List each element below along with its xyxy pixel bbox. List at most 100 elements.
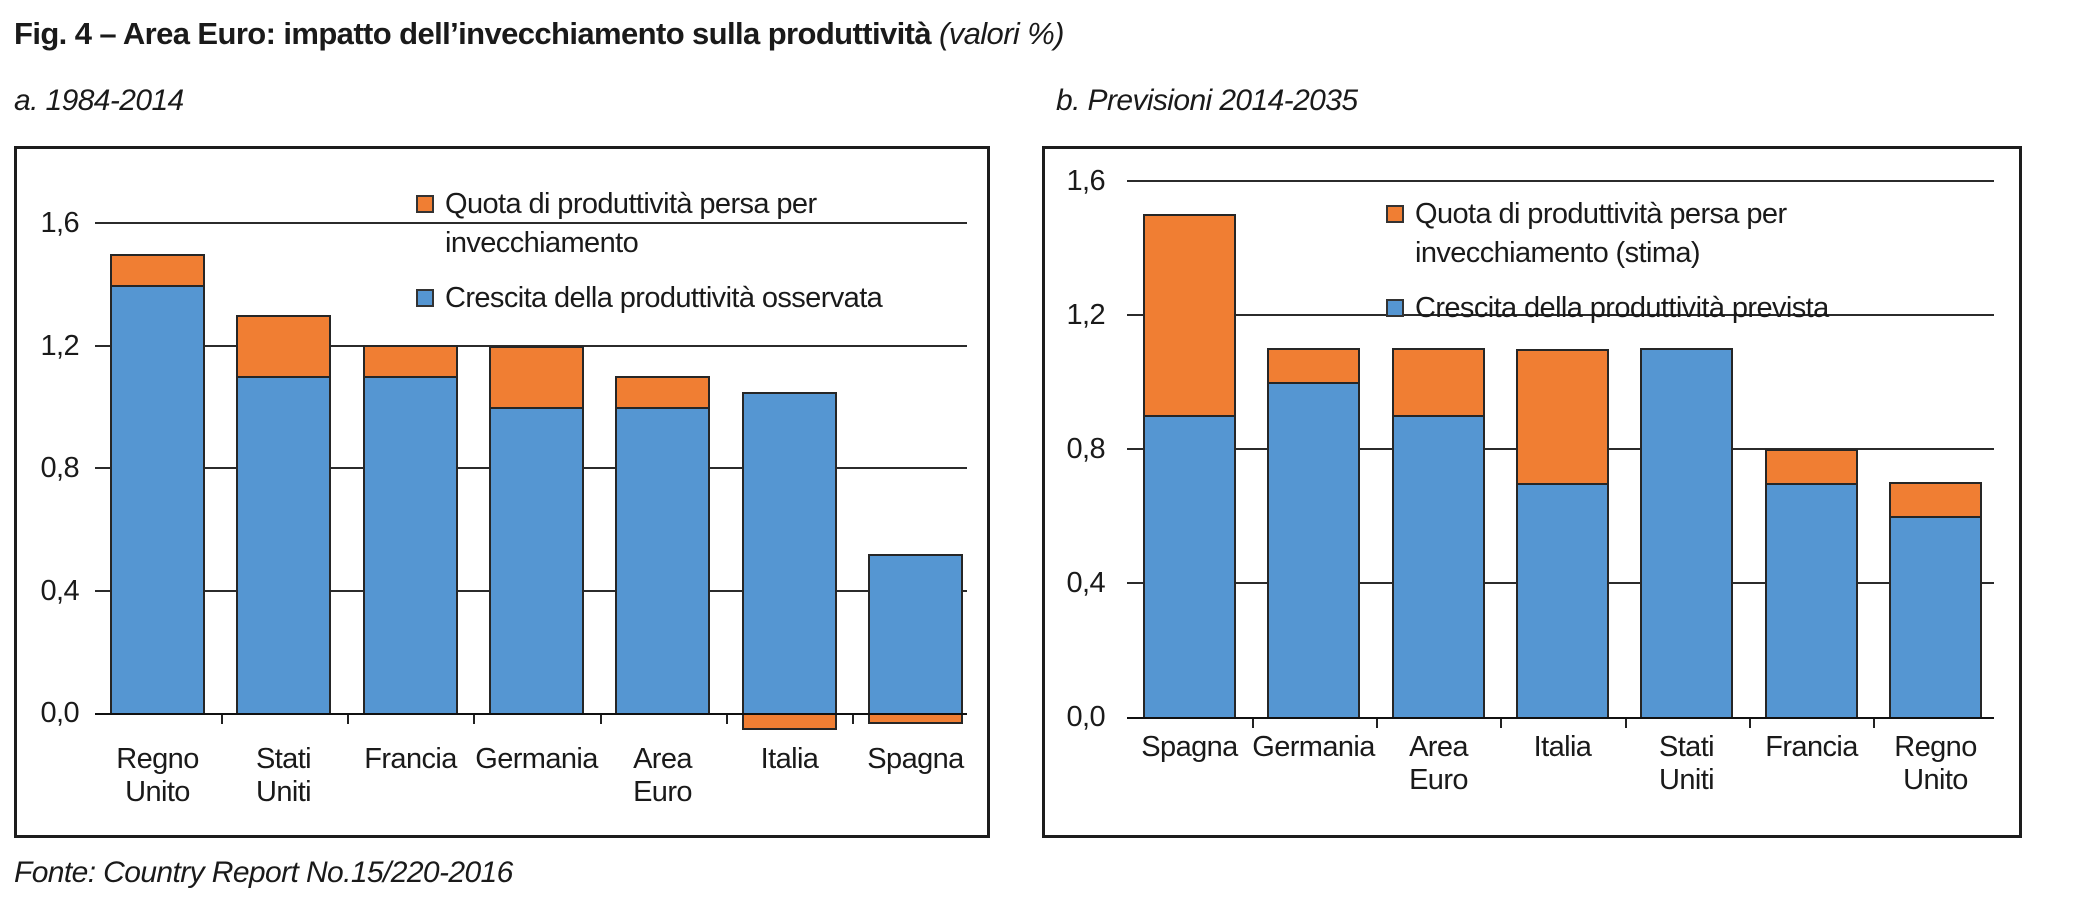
bar-area-euro-delta [615,376,710,409]
x-axis-tick [1625,719,1627,728]
bar-francia-delta [1765,449,1858,485]
x-axis-tick [726,715,728,724]
bar-italia-delta-negative [742,713,837,730]
category-label-francia: Francia [321,743,501,776]
figure-title-units: (valori %) [930,16,1065,51]
bar-francia-delta [363,345,458,378]
y-axis-tick-label: 0,0 [1066,701,1105,733]
category-label-spagna: Spagna [1100,731,1280,764]
legend-swatch-orange-icon [416,195,434,213]
category-label-line: Uniti [255,776,312,808]
category-label-line: Uniti [1658,764,1715,796]
legend-label-line: invecchiamento (stima) [1415,237,1701,269]
category-label-italia: Italia [1473,731,1653,764]
gridline-1,6 [1127,180,1994,182]
bar-spagna-base [1143,415,1236,719]
legend-swatch-blue-icon [1386,299,1404,317]
category-label-germania: Germania [447,743,627,776]
category-label-stati-uniti: Stati Uniti [194,743,374,809]
panel-b-chart: 1,6 1,2 0,8 0,4 0,0 Spagna Germania Area Euro Ita… [1042,146,2022,838]
bar-germania-base [1267,382,1360,719]
category-label-line: Unito [125,776,190,808]
panel-a-chart: 1,6 1,2 0,8 0,4 0,0 Regno Unito Stati Uniti Franc… [14,146,990,838]
gridline-1,2 [1127,314,1994,316]
x-axis-tick [473,715,475,724]
legend-label: Quota di produttività persa per invecchia… [445,185,882,263]
legend-entry-blue: Crescita della produttività prevista [1386,289,1829,328]
category-label-line: Area [633,743,692,775]
bar-italia-base [1516,483,1609,719]
legend-label: Crescita della produttività prevista [1415,289,1829,328]
bar-regno-unito-base [1889,516,1982,719]
x-axis-line [95,713,967,715]
x-axis-tick [600,715,602,724]
category-label-line: Stati [255,743,312,775]
legend-swatch-orange-icon [1386,205,1404,223]
category-label-line: Germania [1252,731,1375,763]
legend-label: Crescita della produttività osservata [445,279,883,318]
category-label-regno-unito: Regno Unito [1846,731,2026,797]
legend-entry-orange: Quota di produttività persa per invecchia… [1386,195,1829,273]
bar-germania-base [489,407,584,715]
gridline-1,6 [95,222,967,224]
y-axis-tick-label: 1,6 [40,207,79,239]
category-label-line: Spagna [867,743,964,775]
x-axis-tick [347,715,349,724]
panel-a-plot-area: 1,6 1,2 0,8 0,4 0,0 Regno Unito Stati Uniti Franc… [17,149,987,835]
bar-francia-base [363,376,458,715]
category-label-line: Stati [1658,731,1715,763]
bar-regno-unito-delta [1889,482,1982,518]
bar-italia-base [742,392,837,715]
y-axis-tick-label: 0,4 [40,575,79,607]
x-axis-line [1127,717,1994,719]
bar-italia-delta [1516,349,1609,485]
category-label-area-euro: Area Euro [1349,731,1529,797]
legend-entry-blue: Crescita della produttività osservata [416,279,883,318]
legend: Quota di produttività persa per invecchia… [1386,195,1829,328]
bar-regno-unito-base [110,285,205,715]
category-label-line: Francia [364,743,457,775]
panel-b-plot-area: 1,6 1,2 0,8 0,4 0,0 Spagna Germania Area Euro Ita… [1045,149,2019,835]
category-label-line: Germania [475,743,598,775]
bar-spagna-delta [1143,214,1236,417]
source-note: Fonte: Country Report No.15/220-2016 [14,856,513,889]
bar-germania-delta [489,346,584,409]
bar-area-euro-delta [1392,348,1485,417]
legend-label-line: Crescita della produttività prevista [1415,292,1829,324]
category-label-line: Francia [1765,731,1858,763]
category-label-line: Euro [633,776,692,808]
x-axis-tick [852,715,854,724]
legend: Quota di produttività persa per invecchia… [416,185,883,318]
category-label-area-euro: Area Euro [573,743,753,809]
category-label-line: Regno [1894,731,1977,763]
legend-label-line: Quota di produttività persa per [445,188,817,220]
x-axis-tick [1376,719,1378,728]
category-label-regno-unito: Regno Unito [68,743,248,809]
bar-stati-uniti-base [1640,348,1733,719]
y-axis-tick-label: 1,6 [1066,165,1105,197]
y-axis-tick-label: 1,2 [40,330,79,362]
bar-francia-base [1765,483,1858,719]
y-axis-tick-label: 0,0 [40,697,79,729]
category-label-line: Italia [760,743,819,775]
x-axis-tick [1252,719,1254,728]
y-axis-tick-label: 0,8 [1066,433,1105,465]
legend-label-line: Crescita della produttività osservata [445,282,883,314]
legend-entry-orange: Quota di produttività persa per invecchia… [416,185,882,263]
category-label-line: Area [1409,731,1468,763]
category-label-francia: Francia [1722,731,1902,764]
category-label-italia: Italia [700,743,880,776]
x-axis-tick [1873,719,1875,728]
category-label-germania: Germania [1224,731,1404,764]
category-label-line: Unito [1903,764,1968,796]
figure-title-main: Fig. 4 – Area Euro: impatto dell’invecch… [14,16,932,51]
x-axis-tick [1500,719,1502,728]
category-label-line: Italia [1533,731,1592,763]
category-label-line: Euro [1409,764,1468,796]
legend-label-line: invecchiamento [445,227,639,259]
bar-area-euro-base [615,407,710,715]
y-axis-tick-label: 0,4 [1066,567,1105,599]
figure-title: Fig. 4 – Area Euro: impatto dell’invecch… [14,16,1065,52]
legend-swatch-blue-icon [416,289,434,307]
category-label-line: Regno [116,743,199,775]
